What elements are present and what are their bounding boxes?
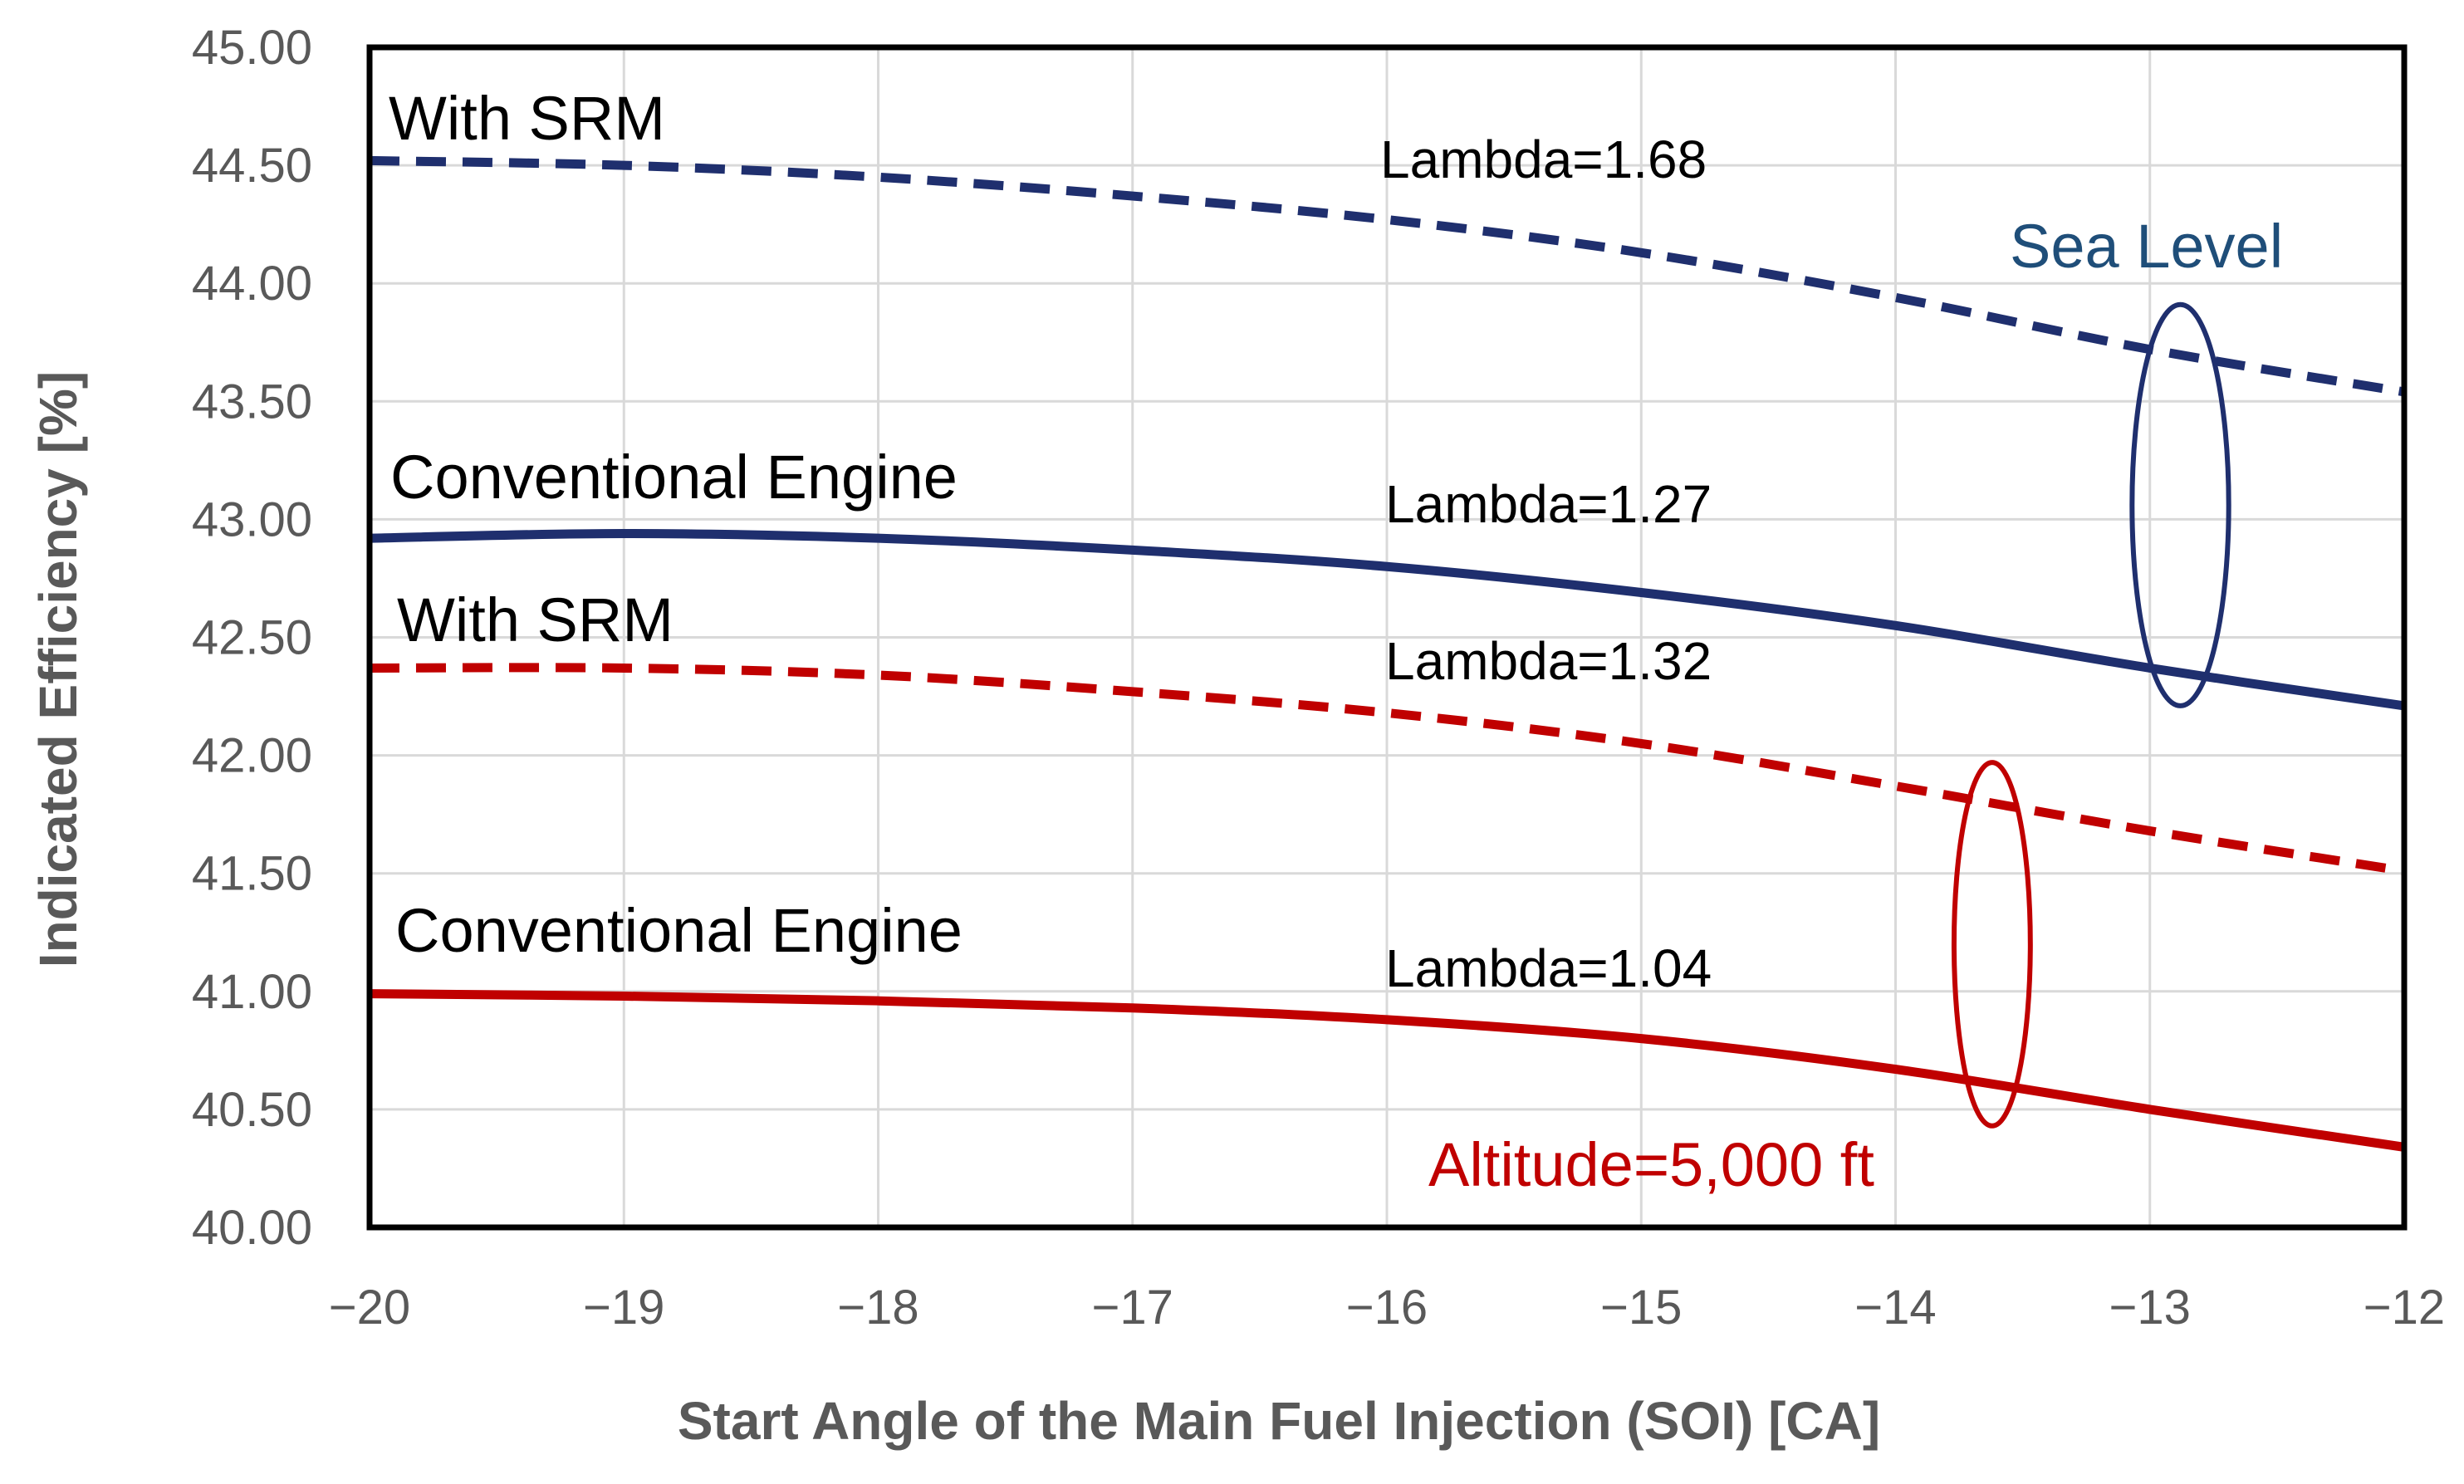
sea-conventional-label: Conventional Engine [390,443,958,512]
y-tick-label: 41.00 [192,965,312,1019]
altitude-ellipse [1951,760,2033,1129]
altitude-label: Altitude=5,000 ft [1428,1130,1874,1199]
sea-srm-lambda: Lambda=1.68 [1380,130,1707,189]
x-tick-label: −15 [1600,1281,1682,1335]
y-tick-label: 43.00 [192,492,312,546]
sea-conventional-lambda: Lambda=1.27 [1385,474,1712,534]
y-tick-label: 44.50 [192,139,312,193]
x-tick-label: −13 [2109,1281,2191,1335]
series-line-3 [369,663,2405,876]
x-tick-label: −20 [329,1281,410,1335]
x-tick-label: −14 [1854,1281,1936,1335]
alt-conventional-label: Conventional Engine [395,896,963,965]
x-axis-title: Start Angle of the Main Fuel Injection (… [678,1391,1880,1451]
x-axis-ticks: −20 −19 −18 −17 −16 −15 −14 −13 −12 [329,1281,2445,1335]
sea-level-label: Sea Level [2010,212,2283,281]
y-tick-label: 45.00 [192,21,312,75]
y-axis-ticks: 40.00 40.50 41.00 41.50 42.00 42.50 43.00 43.50… [192,21,312,1255]
y-tick-label: 42.50 [192,611,312,665]
data-series [369,155,2405,1152]
alt-srm-lambda: Lambda=1.32 [1385,631,1712,691]
x-tick-label: −19 [583,1281,664,1335]
y-tick-label: 40.50 [192,1083,312,1137]
alt-srm-label: With SRM [397,585,674,654]
x-tick-label: −17 [1092,1281,1173,1335]
series-line-4 [369,989,2405,1152]
plot-frame [366,44,2408,1231]
sea-srm-label: With SRM [389,84,665,153]
x-tick-label: −12 [2364,1281,2445,1335]
y-tick-label: 40.00 [192,1201,312,1255]
group-ellipses [1951,301,2231,1129]
alt-conventional-lambda: Lambda=1.04 [1385,938,1712,998]
series-line-1 [369,155,2405,397]
y-tick-label: 43.50 [192,375,312,429]
x-tick-label: −16 [1346,1281,1428,1335]
y-tick-label: 42.00 [192,729,312,783]
y-tick-label: 44.00 [192,257,312,311]
y-axis-title: Indicated Efficiency [%] [28,371,88,967]
sea_level-ellipse [2129,301,2231,708]
x-tick-label: −18 [837,1281,918,1335]
y-tick-label: 41.50 [192,847,312,901]
series-line-2 [369,528,2405,711]
